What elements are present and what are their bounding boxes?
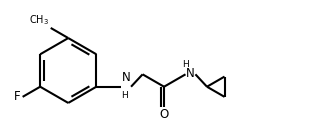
- Text: O: O: [159, 108, 169, 121]
- Text: H: H: [122, 91, 128, 100]
- Text: F: F: [14, 90, 21, 103]
- Text: H: H: [183, 60, 189, 69]
- Text: N: N: [186, 67, 195, 80]
- Text: N: N: [122, 71, 130, 84]
- Text: CH$_3$: CH$_3$: [29, 13, 49, 27]
